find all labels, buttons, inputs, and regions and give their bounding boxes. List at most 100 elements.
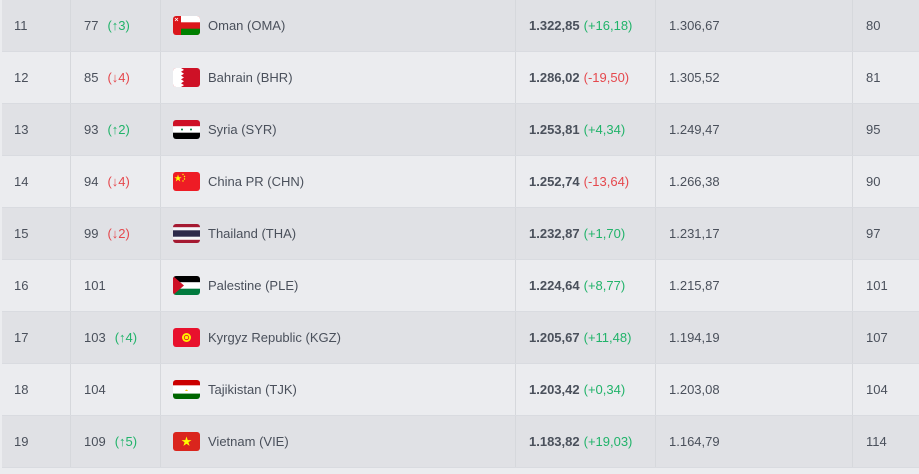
points: 1.322,85 — [529, 18, 580, 33]
previous-points: 1.249,47 — [669, 122, 720, 137]
points-diff: (-19,50) — [583, 70, 630, 85]
points-cell: 1.322,85 (+16,18) — [516, 0, 656, 51]
previous-rank-cell: 97 — [853, 208, 919, 259]
rank-cell: 11 — [2, 0, 71, 51]
team-cell[interactable]: Palestine (PLE) — [161, 260, 516, 311]
team-name[interactable]: Syria (SYR) — [208, 122, 277, 137]
points: 1.253,81 — [529, 122, 580, 137]
world-rank-cell: 101 — [71, 260, 161, 311]
previous-points-cell: 1.215,87 — [656, 260, 853, 311]
rank: 14 — [14, 174, 29, 189]
team-name[interactable]: Tajikistan (TJK) — [208, 382, 297, 397]
previous-rank-cell: 95 — [853, 104, 919, 155]
world-rank-cell: 77 (↑3) — [71, 0, 161, 51]
previous-points: 1.215,87 — [669, 278, 720, 293]
tajikistan-flag-icon — [173, 380, 200, 399]
table-row[interactable]: 17 103 (↑4) Kyrgyz Republic (KGZ) 1.205,… — [2, 312, 919, 364]
previous-points: 1.305,52 — [669, 70, 720, 85]
rank-movement: (↑3) — [107, 18, 130, 33]
world-rank-cell: 99 (↓2) — [71, 208, 161, 259]
team-cell[interactable]: Tajikistan (TJK) — [161, 364, 516, 415]
team-name[interactable]: Oman (OMA) — [208, 18, 286, 33]
team-name[interactable]: Palestine (PLE) — [208, 278, 299, 293]
rank-cell: 16 — [2, 260, 71, 311]
previous-rank: 81 — [866, 70, 881, 85]
team-cell[interactable]: Syria (SYR) — [161, 104, 516, 155]
points-diff: (+19,03) — [583, 434, 633, 449]
points-diff: (+11,48) — [583, 330, 632, 345]
rank-cell: 18 — [2, 364, 71, 415]
previous-rank-cell: 101 — [853, 260, 919, 311]
previous-points-cell: 1.305,52 — [656, 52, 853, 103]
world-rank: 104 — [84, 382, 106, 397]
previous-rank: 104 — [866, 382, 888, 397]
rank-cell: 14 — [2, 156, 71, 207]
table-row[interactable]: 15 99 (↓2) Thailand (THA) 1.232,87 (+1,7… — [2, 208, 919, 260]
team-cell[interactable]: China PR (CHN) — [161, 156, 516, 207]
previous-rank: 97 — [866, 226, 881, 241]
previous-points-cell: 1.231,17 — [656, 208, 853, 259]
rank: 18 — [14, 382, 29, 397]
rank: 19 — [14, 434, 29, 449]
previous-rank: 107 — [866, 330, 888, 345]
points: 1.203,42 — [529, 382, 580, 397]
rank: 16 — [14, 278, 29, 293]
previous-rank-cell: 107 — [853, 312, 919, 363]
table-row[interactable]: 11 77 (↑3) Oman (OMA) 1.322,85 (+16,18) … — [2, 0, 919, 52]
rank: 17 — [14, 330, 29, 345]
previous-points: 1.306,67 — [669, 18, 720, 33]
points-cell: 1.205,67 (+11,48) — [516, 312, 656, 363]
rank: 13 — [14, 122, 29, 137]
team-name[interactable]: China PR (CHN) — [208, 174, 305, 189]
team-cell[interactable]: Kyrgyz Republic (KGZ) — [161, 312, 516, 363]
vietnam-flag-icon — [173, 432, 200, 451]
team-cell[interactable]: Bahrain (BHR) — [161, 52, 516, 103]
rank-movement: (↑5) — [114, 434, 138, 449]
team-cell[interactable]: Oman (OMA) — [161, 0, 516, 51]
points-cell: 1.253,81 (+4,34) — [516, 104, 656, 155]
rank-cell: 17 — [2, 312, 71, 363]
table-row[interactable]: 12 85 (↓4) Bahrain (BHR) 1.286,02 (-19,5… — [2, 52, 919, 104]
previous-points: 1.194,19 — [669, 330, 720, 345]
points-diff: (+0,34) — [583, 382, 626, 397]
world-rank-cell: 93 (↑2) — [71, 104, 161, 155]
previous-points: 1.266,38 — [669, 174, 720, 189]
team-cell[interactable]: Thailand (THA) — [161, 208, 516, 259]
previous-rank: 80 — [866, 18, 881, 33]
world-rank-cell: 94 (↓4) — [71, 156, 161, 207]
world-rank: 77 — [84, 18, 99, 33]
rank-movement: (↑4) — [114, 330, 138, 345]
table-row[interactable]: 14 94 (↓4) China PR (CHN) 1.252,74 (-13,… — [2, 156, 919, 208]
previous-points-cell: 1.203,08 — [656, 364, 853, 415]
points-diff: (+4,34) — [583, 122, 626, 137]
table-row[interactable]: 18 104 Tajikistan (TJK) 1.203,42 (+0,34)… — [2, 364, 919, 416]
rank-movement: (↑2) — [107, 122, 130, 137]
world-rank: 109 — [84, 434, 106, 449]
table-row[interactable]: 19 109 (↑5) Vietnam (VIE) 1.183,82 (+19,… — [2, 416, 919, 468]
table-row[interactable]: 13 93 (↑2) Syria (SYR) 1.253,81 (+4,34) … — [2, 104, 919, 156]
previous-rank: 114 — [866, 434, 887, 449]
world-rank: 101 — [84, 278, 106, 293]
table-row[interactable]: 16 101 Palestine (PLE) 1.224,64 (+8,77) … — [2, 260, 919, 312]
rank-cell: 19 — [2, 416, 71, 467]
world-rank-cell: 104 — [71, 364, 161, 415]
previous-points-cell: 1.194,19 — [656, 312, 853, 363]
world-rank: 93 — [84, 122, 99, 137]
rank-movement: (↓2) — [107, 226, 130, 241]
team-name[interactable]: Kyrgyz Republic (KGZ) — [208, 330, 341, 345]
previous-points: 1.164,79 — [669, 434, 720, 449]
rank-movement: (↓4) — [107, 70, 130, 85]
world-rank: 85 — [84, 70, 99, 85]
team-name[interactable]: Vietnam (VIE) — [208, 434, 289, 449]
rank: 15 — [14, 226, 29, 241]
team-name[interactable]: Bahrain (BHR) — [208, 70, 293, 85]
world-rank: 99 — [84, 226, 99, 241]
previous-rank-cell: 80 — [853, 0, 919, 51]
team-name[interactable]: Thailand (THA) — [208, 226, 297, 241]
points-cell: 1.286,02 (-19,50) — [516, 52, 656, 103]
points: 1.205,67 — [529, 330, 580, 345]
points: 1.232,87 — [529, 226, 580, 241]
points-cell: 1.232,87 (+1,70) — [516, 208, 656, 259]
team-cell[interactable]: Vietnam (VIE) — [161, 416, 516, 467]
points-cell: 1.252,74 (-13,64) — [516, 156, 656, 207]
